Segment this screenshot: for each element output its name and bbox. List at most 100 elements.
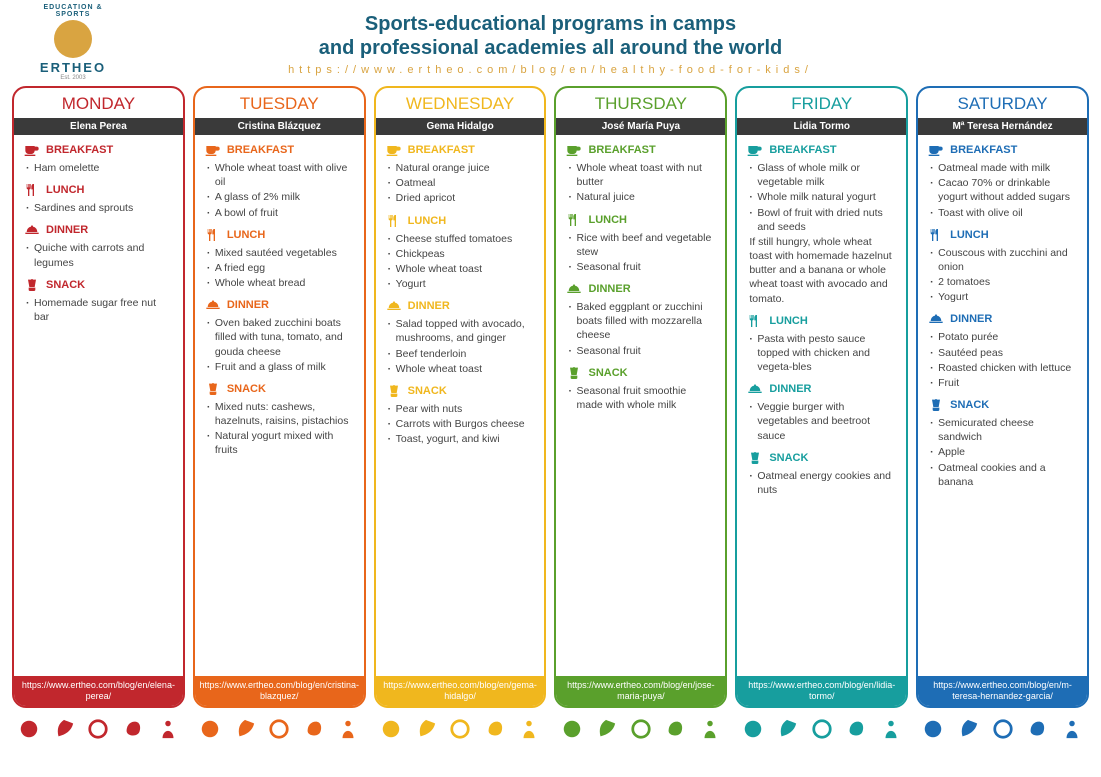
meal-block: DINNERSalad topped with avocado, mushroo…	[386, 299, 535, 376]
meal-item: Ham omelette	[26, 161, 173, 175]
meal-item: Dried apricot	[388, 191, 535, 205]
column-footer-url[interactable]: https://www.ertheo.com/blog/en/m-teresa-…	[918, 676, 1087, 706]
footer-icon-row	[0, 708, 1101, 740]
meal-block: SNACKMixed nuts: cashews, hazelnuts, rai…	[205, 382, 354, 458]
breakfast-heading: BREAKFAST	[566, 143, 715, 157]
meal-item: Whole wheat bread	[207, 276, 354, 290]
column-footer-url[interactable]: https://www.ertheo.com/blog/en/gema-hida…	[376, 676, 545, 706]
meal-block: SNACKOatmeal energy cookies and nuts	[747, 451, 896, 497]
meals-list: BREAKFAST Natural orange juiceOatmealDrie…	[376, 135, 545, 676]
meal-label: SNACK	[46, 279, 85, 291]
day-title: TUESDAY	[195, 88, 364, 118]
breakfast-heading: BREAKFAST	[386, 143, 535, 157]
meal-items: Mixed nuts: cashews, hazelnuts, raisins,…	[205, 400, 354, 458]
column-footer-url[interactable]: https://www.ertheo.com/blog/en/jose-mari…	[556, 676, 725, 706]
meal-item: Potato purée	[930, 330, 1077, 344]
footer-icon	[811, 718, 833, 740]
meal-item: Natural yogurt mixed with fruits	[207, 429, 354, 457]
meal-items: Whole wheat toast with nut butterNatural…	[566, 161, 715, 205]
meal-label: LUNCH	[227, 229, 266, 241]
meal-items: Baked eggplant or zucchini boats filled …	[566, 300, 715, 358]
meal-item: Toast with olive oil	[930, 206, 1077, 220]
footer-icon-group	[916, 718, 1089, 740]
meal-block: BREAKFASTOatmeal made with milkCacao 70%…	[928, 143, 1077, 220]
column-footer-url[interactable]: https://www.ertheo.com/blog/en/lidia-tor…	[737, 676, 906, 706]
meal-items: Salad topped with avocado, mushrooms, an…	[386, 317, 535, 376]
breakfast-heading: BREAKFAST	[928, 143, 1077, 157]
day-column: TUESDAYCristina BlázquezBREAKFASTWhole w…	[193, 86, 366, 708]
meal-items: Homemade sugar free nut bar	[24, 296, 173, 324]
author-bar: José María Puya	[556, 118, 725, 135]
breakfast-heading: BREAKFAST	[24, 143, 173, 157]
day-columns: MONDAYElena PereaBREAKFASTHam omeletteLU…	[0, 80, 1101, 708]
header: EDUCATION & SPORTS ERTHEO Est. 2003 Spor…	[0, 0, 1101, 80]
column-footer-url[interactable]: https://www.ertheo.com/blog/en/elena-per…	[14, 676, 183, 706]
meal-items: Seasonal fruit smoothie made with whole …	[566, 384, 715, 412]
snack-heading: SNACK	[566, 366, 715, 380]
meal-item: Fruit	[930, 376, 1077, 390]
breakfast-heading: BREAKFAST	[205, 143, 354, 157]
meal-item: Sautéed peas	[930, 346, 1077, 360]
meal-block: SNACK Homemade sugar free nut bar	[24, 278, 173, 324]
footer-icon	[1061, 718, 1083, 740]
page-title-line2: and professional academies all around th…	[20, 36, 1081, 60]
footer-icon	[595, 718, 617, 740]
brand-established: Est. 2003	[28, 75, 118, 81]
meal-item: Bowl of fruit with dried nuts and seeds	[749, 206, 896, 234]
day-column: WEDNESDAYGema HidalgoBREAKFASTNatural or…	[374, 86, 547, 708]
footer-icon	[880, 718, 902, 740]
meal-block: BREAKFAST Whole wheat toast with nut butt…	[566, 143, 715, 205]
meal-label: BREAKFAST	[769, 144, 836, 156]
lunch-heading: LUNCH	[566, 213, 715, 227]
lunch-heading: LUNCH	[205, 228, 354, 242]
footer-icon-group	[735, 718, 908, 740]
meal-item: Natural orange juice	[388, 161, 535, 175]
footer-icon-group	[374, 718, 547, 740]
brand-arc-text: EDUCATION & SPORTS	[28, 4, 118, 18]
meals-list: BREAKFASTOatmeal made with milkCacao 70%…	[918, 135, 1087, 676]
page-title-line1: Sports-educational programs in camps	[20, 12, 1081, 36]
brand-logo: EDUCATION & SPORTS ERTHEO Est. 2003	[28, 4, 118, 81]
meal-item: Oatmeal made with milk	[930, 161, 1077, 175]
day-title: THURSDAY	[556, 88, 725, 118]
meal-label: LUNCH	[769, 315, 808, 327]
meal-item: Whole wheat toast	[388, 362, 535, 376]
meal-items: Pear with nutsCarrots with Burgos cheese…	[386, 402, 535, 447]
meal-item: A bowl of fruit	[207, 206, 354, 220]
dinner-heading: DINNER	[566, 282, 715, 296]
footer-icon	[957, 718, 979, 740]
meal-block: DINNER Baked eggplant or zucchini boats f…	[566, 282, 715, 358]
meal-items: Mixed sautéed vegetablesA fried eggWhole…	[205, 246, 354, 291]
meals-list: BREAKFASTGlass of whole milk or vegetabl…	[737, 135, 906, 676]
meal-block: LUNCH Mixed sautéed vegetablesA fried egg…	[205, 228, 354, 291]
column-footer-url[interactable]: https://www.ertheo.com/blog/en/cristina-…	[195, 676, 364, 706]
day-title: WEDNESDAY	[376, 88, 545, 118]
meal-item: Whole wheat toast with olive oil	[207, 161, 354, 189]
meal-block: SNACK Seasonal fruit smoothie made with w…	[566, 366, 715, 412]
meal-note: If still hungry, whole wheat toast with …	[747, 235, 896, 306]
meal-item: Natural juice	[568, 190, 715, 204]
footer-icon	[630, 718, 652, 740]
brand-name: ERTHEO	[28, 60, 118, 75]
meals-list: BREAKFAST Whole wheat toast with nut butt…	[556, 135, 725, 676]
meal-block: SNACK Pear with nutsCarrots with Burgos c…	[386, 384, 535, 447]
snack-heading: SNACK	[386, 384, 535, 398]
meal-items: Potato puréeSautéed peasRoasted chicken …	[928, 330, 1077, 390]
meal-item: 2 tomatoes	[930, 275, 1077, 289]
meal-item: Salad topped with avocado, mushrooms, an…	[388, 317, 535, 345]
footer-icon	[1026, 718, 1048, 740]
meal-label: SNACK	[408, 385, 447, 397]
meal-item: Seasonal fruit	[568, 260, 715, 274]
snack-heading: SNACK	[928, 398, 1077, 412]
meal-label: BREAKFAST	[46, 144, 113, 156]
meal-block: BREAKFAST Ham omelette	[24, 143, 173, 175]
meal-block: DINNERVeggie burger with vegetables and …	[747, 382, 896, 443]
meal-block: DINNERPotato puréeSautéed peasRoasted ch…	[928, 312, 1077, 390]
meal-item: Mixed sautéed vegetables	[207, 246, 354, 260]
footer-icon	[18, 718, 40, 740]
footer-icon	[776, 718, 798, 740]
header-url[interactable]: https://www.ertheo.com/blog/en/healthy-f…	[20, 64, 1081, 76]
lunch-heading: LUNCH	[386, 214, 535, 228]
meal-item: Oatmeal	[388, 176, 535, 190]
author-bar: Elena Perea	[14, 118, 183, 135]
